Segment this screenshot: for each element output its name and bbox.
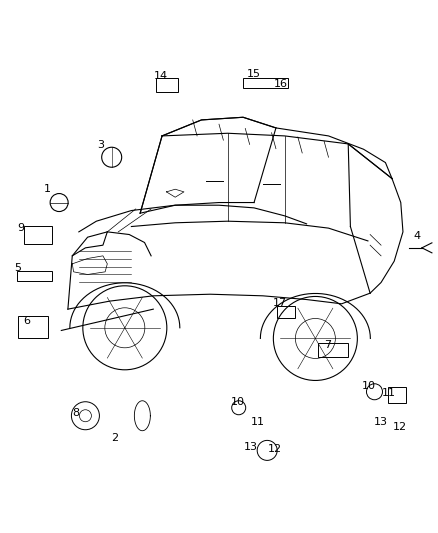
Text: 11: 11 xyxy=(382,389,396,398)
Text: 10: 10 xyxy=(362,382,376,391)
Text: 10: 10 xyxy=(230,398,244,407)
Text: 5: 5 xyxy=(14,263,21,272)
Bar xyxy=(18,316,49,338)
Text: 8: 8 xyxy=(72,408,79,418)
Text: 7: 7 xyxy=(324,341,331,350)
Text: 14: 14 xyxy=(154,71,168,80)
Text: 17: 17 xyxy=(272,298,286,308)
Text: 4: 4 xyxy=(413,231,420,240)
Bar xyxy=(17,271,52,281)
Text: 6: 6 xyxy=(23,316,30,326)
Text: 9: 9 xyxy=(18,223,25,233)
Bar xyxy=(243,78,288,87)
Bar xyxy=(156,78,178,92)
Text: 16: 16 xyxy=(274,79,288,89)
Text: 12: 12 xyxy=(268,444,282,454)
Text: 1: 1 xyxy=(44,184,51,194)
Bar xyxy=(24,225,52,244)
Text: 3: 3 xyxy=(97,140,104,150)
Text: 15: 15 xyxy=(247,69,261,78)
Text: 2: 2 xyxy=(111,433,118,443)
Bar xyxy=(318,343,348,357)
Text: 12: 12 xyxy=(392,423,406,432)
Text: 13: 13 xyxy=(244,442,258,451)
Text: 11: 11 xyxy=(251,417,265,427)
Bar xyxy=(388,387,406,403)
Text: 13: 13 xyxy=(374,417,388,427)
Bar xyxy=(277,306,295,318)
